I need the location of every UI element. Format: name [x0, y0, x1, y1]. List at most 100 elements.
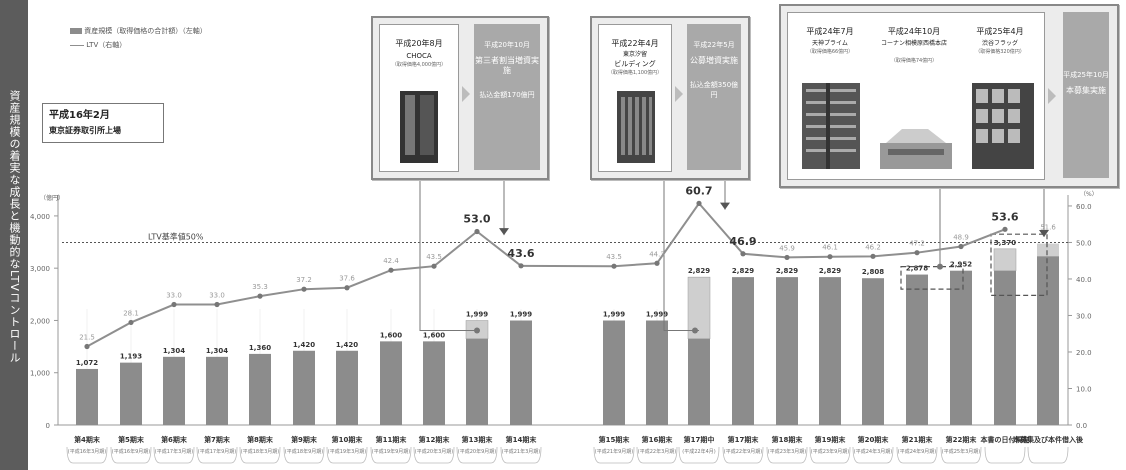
- x-label-box: [372, 430, 410, 433]
- y-right-tick-label: 50.0: [1076, 239, 1092, 247]
- x-tick-sublabel: (平成22年4月): [682, 448, 715, 455]
- x-tick-label: 第20期末: [858, 435, 890, 444]
- bar: [293, 350, 315, 425]
- x-label-bracket: [636, 446, 678, 464]
- ltv-point: [870, 253, 876, 259]
- arrow-down-icon: [499, 228, 509, 236]
- x-label-box: [638, 430, 676, 433]
- bar: [510, 320, 532, 425]
- x-tick-label: 第11期末: [376, 435, 408, 444]
- bar-data-label: 1,304: [206, 347, 228, 355]
- y-left-unit: （億円）: [40, 194, 64, 202]
- x-tick-label: 第21期末: [902, 435, 934, 444]
- x-label-box: [241, 430, 279, 433]
- x-label-bracket: [809, 446, 851, 464]
- x-tick-label: 第6期末: [161, 435, 188, 444]
- bar: [163, 356, 185, 425]
- ltv-point: [518, 263, 524, 269]
- panel-first-acquisition: 平成20年8月 CHOCA （取得価格4,000億円） 平成20年10月 第三者…: [371, 16, 549, 180]
- ltv-point: [740, 251, 746, 257]
- x-label-bracket: [196, 446, 238, 464]
- bar-segment-light: [993, 248, 1017, 272]
- bar-segment-light: [1037, 243, 1059, 257]
- ltv-data-label: 28.1: [123, 309, 139, 317]
- x-tick-sublabel: (平成24年9月期): [898, 448, 936, 455]
- x-tick-sublabel: (平成20年3月期): [415, 448, 453, 455]
- panel3-arrow-icon: [1048, 88, 1056, 104]
- x-label-bracket: [283, 446, 325, 464]
- x-label-bracket: [852, 446, 894, 464]
- bar: [206, 356, 228, 425]
- side-band: 資産規模の着実な成長と機動的なLTVコントロール: [0, 0, 28, 470]
- x-tick-label: 本書の日付現在: [980, 435, 1030, 444]
- x-label-box: [680, 430, 718, 433]
- side-title: 資産規模の着実な成長と機動的なLTVコントロール: [8, 90, 21, 364]
- ltv-data-label: 46.2: [865, 243, 881, 251]
- bar: [336, 350, 358, 425]
- x-tick-label: 第13期末: [462, 435, 494, 444]
- building-photo-icon: [972, 83, 1034, 169]
- x-tick-sublabel: (平成16年9月期): [112, 448, 150, 455]
- legend-line: LTV（右軸）: [70, 40, 126, 50]
- x-label-box: [112, 430, 150, 433]
- legend-bar: 資産規模（取得価格の合計額）（左軸）: [70, 26, 207, 36]
- x-tick-label: 第12期末: [419, 435, 451, 444]
- ltv-data-label: 21.5: [79, 334, 95, 342]
- ltv-data-label: 44.3: [649, 250, 665, 258]
- y-right-tick-label: 10.0: [1076, 385, 1092, 393]
- ltv-point: [914, 250, 920, 256]
- x-label-bracket: [110, 446, 152, 464]
- bar-data-label: 2,829: [776, 267, 798, 275]
- legend-bar-label: 資産規模（取得価格の合計額）（左軸）: [84, 27, 207, 35]
- ltv-point: [388, 267, 394, 273]
- ltv-data-label: 37.6: [339, 275, 355, 283]
- y-right-tick-label: 40.0: [1076, 276, 1092, 284]
- ltv-point: [84, 343, 90, 350]
- x-label-box: [155, 430, 193, 433]
- bar: [1037, 256, 1059, 425]
- x-label-bracket: [456, 446, 498, 464]
- x-tick-label: 第15期末: [599, 435, 631, 444]
- ltv-baseline-label: LTV基準値50%: [148, 231, 204, 241]
- panel2-action-title: 公募増資実施: [690, 56, 738, 65]
- ltv-point: [301, 286, 307, 292]
- x-label-bracket: [984, 446, 1026, 464]
- ltv-data-label: 43.5: [426, 253, 442, 261]
- bar-segment-light: [687, 276, 711, 339]
- connector-dot: [474, 327, 480, 334]
- ltv-data-label: 48.9: [953, 233, 969, 241]
- panel2-name1: 東京汐留: [622, 51, 647, 58]
- ltv-point: [214, 301, 220, 308]
- panel3-item1-date: 平成24年7月: [806, 27, 854, 36]
- building-photo-icon: [400, 91, 438, 163]
- legend-line-swatch: [70, 44, 84, 46]
- building-photo-icon: [802, 83, 860, 169]
- x-label-box: [768, 430, 806, 433]
- x-tick-label: 第14期末: [506, 435, 538, 444]
- x-tick-label: 第19期末: [815, 435, 847, 444]
- x-label-box: [724, 430, 762, 433]
- x-tick-label: 第16期末: [642, 435, 674, 444]
- bar-data-label: 2,808: [862, 268, 884, 276]
- connector-dot: [937, 263, 943, 270]
- panel3-item3-price: （取得価格320億円）: [975, 49, 1025, 55]
- x-label-bracket: [66, 446, 108, 464]
- ltv-data-label: 37.2: [296, 276, 312, 284]
- bar-data-label: 1,999: [646, 311, 668, 319]
- ltv-point: [654, 260, 660, 266]
- x-label-box: [415, 430, 453, 433]
- ltv-point: [696, 200, 702, 206]
- x-tick-sublabel: (平成21年9月期): [595, 448, 633, 455]
- x-label-bracket: [766, 446, 808, 464]
- ltv-data-label: 46.9: [729, 235, 756, 248]
- bar-data-label: 2,878: [906, 265, 928, 273]
- panel3-properties: 平成24年7月 天神プライム （取得価格66億円） 平成24年10月 コーナン相…: [787, 12, 1045, 180]
- x-tick-sublabel: (平成23年3月期): [768, 448, 806, 455]
- ltv-data-label: 43.6: [507, 247, 534, 260]
- bar-data-label: 1,999: [510, 311, 532, 319]
- ltv-data-label: 53.6: [991, 210, 1018, 223]
- y-right-unit: （%）: [1080, 191, 1098, 198]
- ltv-data-label: 43.5: [606, 253, 622, 261]
- x-label-box: [942, 430, 980, 433]
- x-label-bracket: [500, 446, 542, 464]
